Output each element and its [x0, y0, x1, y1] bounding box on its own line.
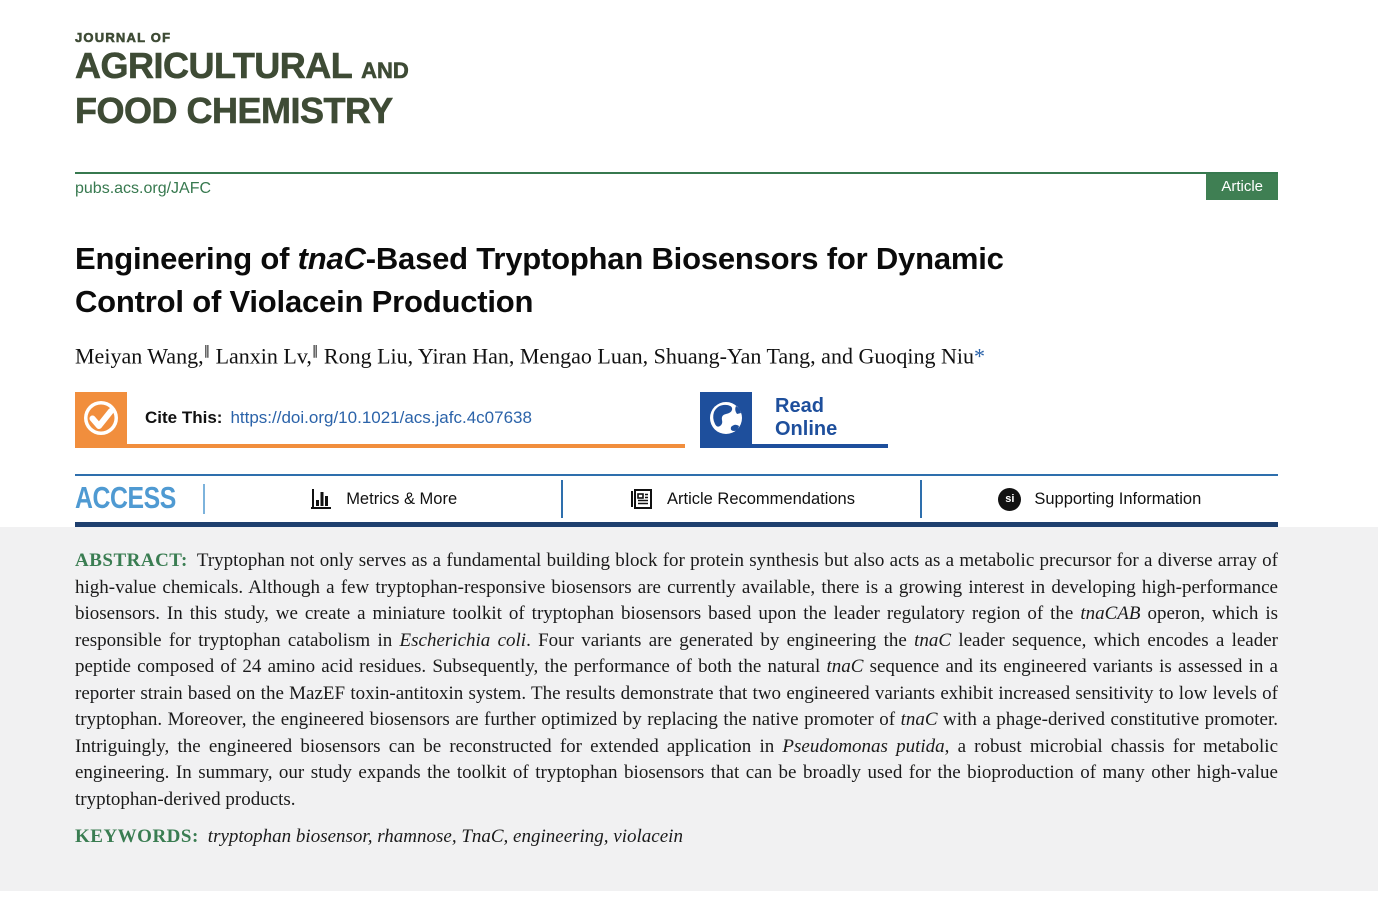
read-online-label: Read Online: [775, 395, 838, 441]
check-icon: [75, 392, 127, 445]
cite-this-label: Cite This:: [145, 408, 223, 428]
article-title: Engineering of tnaC-Based Tryptophan Bio…: [75, 241, 1004, 319]
author-list: Meiyan Wang,∥ Lanxin Lv,∥ Rong Liu, Yira…: [75, 343, 985, 369]
bar-chart-icon: [309, 487, 333, 511]
abstract-section: ABSTRACT: Tryptophan not only serves as a…: [0, 527, 1378, 892]
doi-link[interactable]: https://doi.org/10.1021/acs.jafc.4c07638: [230, 408, 532, 428]
keywords-text: tryptophan biosensor, rhamnose, TnaC, en…: [207, 826, 683, 848]
journal-logo: JOURNAL OF AGRICULTURAL AND FOOD CHEMIST…: [75, 30, 1278, 131]
si-circle-icon: si: [998, 487, 1022, 511]
journal-logo-line3: FOOD CHEMISTRY: [75, 90, 394, 131]
header-rule-row: pubs.acs.org/JAFC Article: [75, 172, 1278, 201]
metrics-and-more-label: Metrics & More: [346, 489, 458, 508]
abstract-label: ABSTRACT:: [75, 550, 188, 572]
read-online-button[interactable]: Read Online: [700, 392, 888, 449]
cite-this-bar[interactable]: Cite This: https://doi.org/10.1021/acs.j…: [75, 392, 685, 449]
article-icon: [628, 487, 654, 511]
cite-row: Cite This: https://doi.org/10.1021/acs.j…: [75, 392, 1278, 449]
keywords-label: KEYWORDS:: [75, 826, 199, 848]
article-type-badge: Article: [1206, 174, 1278, 200]
article-recommendations-link[interactable]: Article Recommendations: [563, 487, 919, 511]
metrics-and-more-link[interactable]: Metrics & More: [205, 487, 561, 511]
supporting-information-link[interactable]: si Supporting Information: [922, 487, 1278, 511]
nav-separator: [203, 484, 205, 515]
access-nav-bar: ACCESS Metrics & More: [75, 474, 1278, 528]
journal-logo-line2-suffix: AND: [361, 58, 409, 84]
journal-logo-line1: JOURNAL OF: [75, 30, 172, 46]
header-divider: [75, 172, 1278, 174]
access-link[interactable]: ACCESS: [75, 479, 176, 515]
abstract-paragraph: ABSTRACT: Tryptophan not only serves as a…: [75, 548, 1278, 813]
nav-separator: [561, 480, 564, 519]
supporting-information-label: Supporting Information: [1034, 489, 1202, 508]
journal-url-link[interactable]: pubs.acs.org/JAFC: [75, 180, 212, 197]
abstract-text: Tryptophan not only serves as a fundamen…: [75, 550, 1279, 810]
journal-logo-line2-main: AGRICULTURAL: [75, 45, 353, 86]
journal-masthead: JOURNAL OF AGRICULTURAL AND FOOD CHEMIST…: [75, 0, 1278, 131]
journal-logo-line2: AGRICULTURAL AND: [75, 45, 1278, 91]
globe-icon: [700, 392, 752, 445]
keywords-line: KEYWORDS: tryptophan biosensor, rhamnose,…: [75, 826, 1278, 848]
nav-separator: [919, 480, 922, 519]
article-recommendations-label: Article Recommendations: [666, 489, 855, 508]
